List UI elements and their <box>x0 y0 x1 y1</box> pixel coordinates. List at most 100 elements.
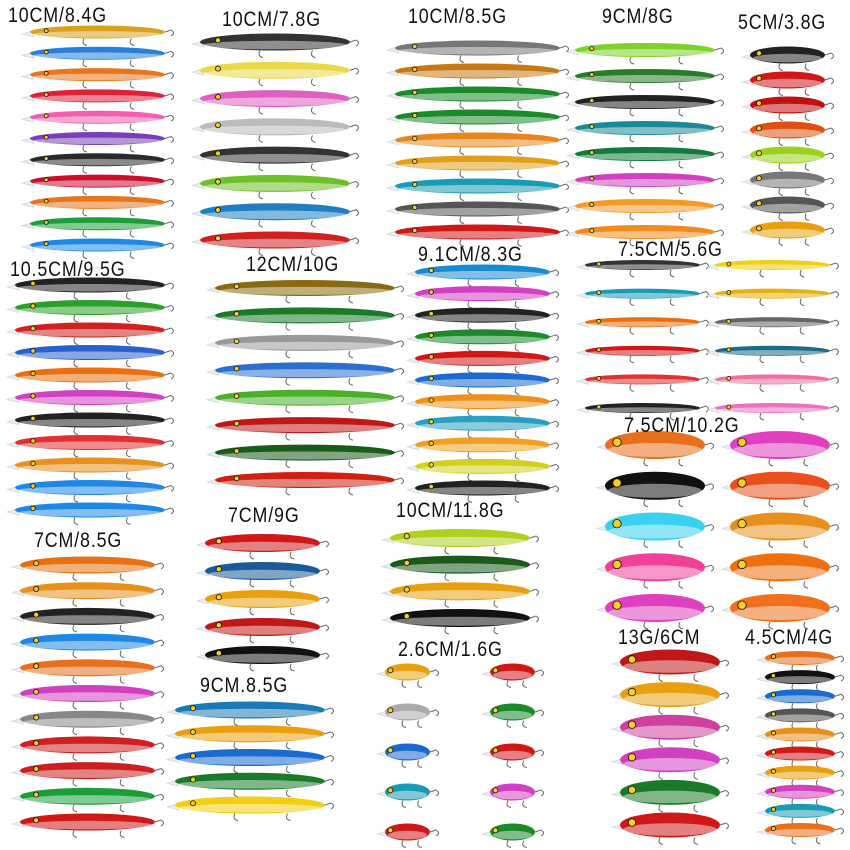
lure-eye <box>412 135 418 142</box>
lure-eye <box>726 347 732 353</box>
lure <box>385 40 569 63</box>
lure-eye <box>589 72 595 78</box>
lure-eye <box>215 594 222 601</box>
lure-eye <box>403 559 410 566</box>
lure-eye <box>215 65 221 72</box>
lure-eye <box>233 420 240 427</box>
lure-eye <box>596 290 602 296</box>
hook <box>791 827 844 845</box>
lure <box>565 121 724 143</box>
hook <box>82 221 174 238</box>
lure-eye <box>190 776 196 783</box>
lure-eye <box>412 66 418 73</box>
lure-eye <box>190 800 196 807</box>
lure <box>755 784 844 807</box>
lure <box>205 334 404 359</box>
lure-eye <box>627 785 637 795</box>
lure <box>5 322 174 345</box>
hook <box>629 99 724 117</box>
hook <box>249 652 329 672</box>
lure-eye <box>412 181 418 188</box>
lure <box>165 701 334 726</box>
lure-eye <box>190 752 196 759</box>
lure <box>565 147 724 169</box>
hook <box>285 285 404 304</box>
hook <box>643 523 714 548</box>
lure-eye <box>428 419 434 425</box>
lure-eye <box>756 200 762 207</box>
hook <box>72 742 164 761</box>
lure-eye <box>770 692 776 698</box>
hook <box>258 39 359 58</box>
lure-eye <box>492 827 499 834</box>
lure-eye <box>596 318 602 324</box>
lure <box>5 435 174 458</box>
hook <box>768 605 839 630</box>
lure <box>610 747 729 780</box>
lure <box>10 787 164 813</box>
hook <box>506 749 544 768</box>
hook <box>459 183 569 201</box>
lure-eye <box>33 714 40 721</box>
lure <box>20 174 174 196</box>
hook <box>72 690 164 710</box>
hook <box>401 749 439 768</box>
lure <box>10 607 164 633</box>
group-label: 10CM/8.4G <box>8 4 107 27</box>
hook <box>629 291 709 307</box>
lure <box>740 96 834 121</box>
hook <box>629 203 724 221</box>
lure <box>755 727 844 749</box>
lure <box>385 109 569 132</box>
lure-eye <box>612 559 622 570</box>
lure <box>380 529 539 555</box>
lure <box>380 609 539 635</box>
lure-eye <box>403 613 410 620</box>
lure-eye <box>215 178 221 185</box>
lure <box>565 225 724 247</box>
lure <box>165 772 334 798</box>
hook <box>759 348 839 364</box>
lure <box>480 743 544 768</box>
lure <box>205 280 404 304</box>
lure <box>705 374 839 392</box>
lure-eye <box>770 768 776 774</box>
hook <box>629 319 709 335</box>
lure-eye <box>30 415 36 422</box>
lure <box>10 736 164 761</box>
hook <box>72 562 164 581</box>
lure <box>205 389 404 414</box>
lure-eye <box>428 289 434 295</box>
lure-eye <box>756 150 762 157</box>
lure <box>405 437 559 460</box>
hook <box>459 229 569 247</box>
lure <box>385 178 569 201</box>
lure <box>190 231 359 256</box>
lure <box>405 458 559 482</box>
lure <box>385 86 569 109</box>
hook <box>778 102 834 121</box>
lure <box>5 390 174 413</box>
hook <box>459 45 569 63</box>
lure-eye <box>428 462 434 468</box>
lure-eye <box>596 261 602 267</box>
lure <box>480 663 544 688</box>
lure <box>595 553 714 589</box>
lure-eye <box>215 622 222 629</box>
lure <box>720 553 839 589</box>
hook <box>258 67 359 87</box>
lure <box>740 46 834 71</box>
lure-eye <box>43 198 49 204</box>
hook <box>459 206 569 224</box>
lure-eye <box>233 448 240 454</box>
lure-eye <box>612 437 622 447</box>
lure <box>575 403 709 421</box>
lure-eye <box>387 827 394 834</box>
group-label: 12CM/10G <box>246 253 340 276</box>
lure-eye <box>33 663 40 670</box>
lure-eye <box>596 347 602 353</box>
group-label: 4.5CM/4G <box>745 626 834 649</box>
lure-eye <box>233 283 240 290</box>
lure <box>405 307 559 331</box>
